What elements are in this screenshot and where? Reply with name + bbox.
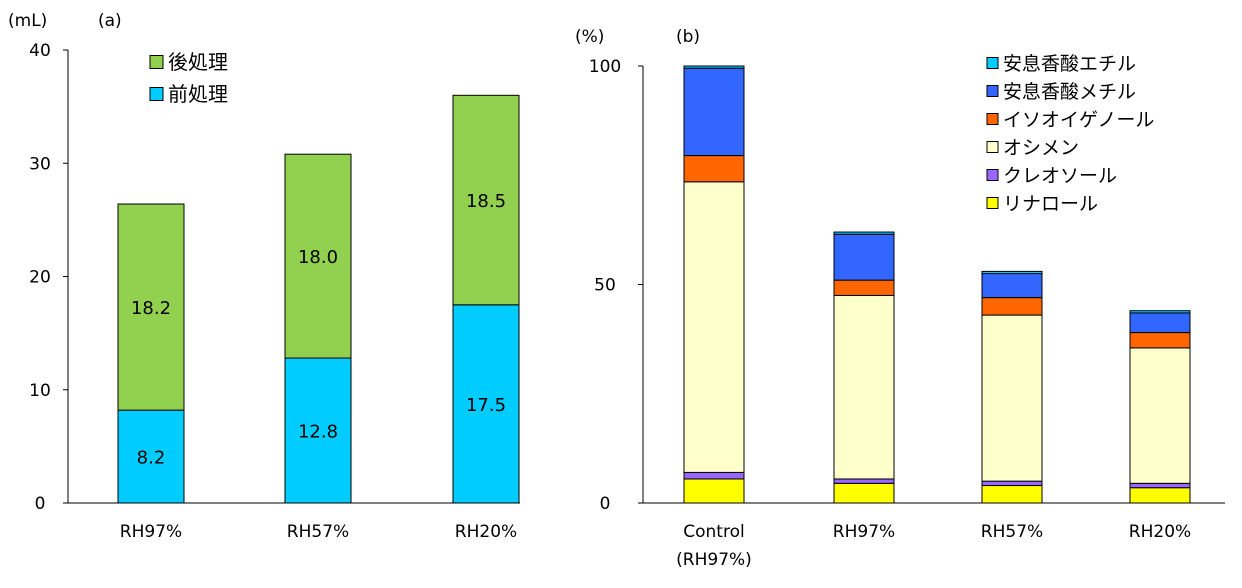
y-unit-label: (%) [575, 27, 604, 47]
bar-segment [1129, 487, 1191, 504]
bar-segment [1129, 312, 1191, 334]
panel-b: 0 50 100 (%) (b) Control (RH97%) RH97% RH57% RH20… [575, 27, 1225, 570]
category-label: RH97% [833, 522, 895, 542]
legend-label: イソオイゲノール [1003, 109, 1154, 131]
legend-swatch [986, 141, 999, 153]
category-label-line: (RH97%) [676, 550, 752, 570]
bar-segment [833, 231, 895, 235]
data-label: 18.2 [131, 298, 171, 319]
data-label: 8.2 [137, 448, 166, 469]
y-tick-label: 100 [589, 57, 621, 77]
bar-segment [683, 65, 745, 69]
bar-segment [683, 67, 745, 157]
legend-swatch [986, 113, 999, 125]
legend-label: リナロール [1003, 193, 1098, 215]
category-label: RH57% [981, 522, 1043, 542]
category-label: RH57% [287, 522, 349, 542]
bar-segment [981, 297, 1043, 316]
data-label: 18.0 [298, 247, 338, 268]
bar-segment [1129, 347, 1191, 484]
bar-segment [1129, 482, 1191, 489]
legend-swatch [149, 55, 164, 69]
data-label: 12.8 [298, 422, 338, 443]
bar-segment [117, 409, 185, 504]
category-label: RH20% [1129, 522, 1191, 542]
y-tick-label: 50 [594, 276, 616, 296]
bar-segment [452, 94, 520, 306]
legend-label: 安息香酸エチル [1003, 53, 1136, 75]
legend-swatch [986, 169, 999, 181]
legend-swatch [986, 197, 999, 209]
legend-label: オシメン [1003, 137, 1079, 159]
legend-swatch [149, 87, 164, 101]
legend-swatch [986, 85, 999, 97]
y-tick-label: 0 [600, 494, 611, 514]
legend-label: 前処理 [168, 82, 228, 106]
y-tick-label: 40 [29, 41, 51, 61]
panel-label: (b) [676, 27, 700, 47]
y-tick-label: 20 [29, 268, 51, 288]
legend-label: 安息香酸メチル [1003, 81, 1136, 103]
bar-segment [284, 153, 352, 359]
category-label: Control (RH97%) [676, 522, 752, 570]
panel-a: 0 10 20 30 40 (mL) (a) 8.2 18.2 12.8 18.0 17.5 18.5 R… [8, 11, 520, 542]
legend-label: 後処理 [168, 50, 228, 74]
bar-segment [833, 279, 895, 296]
y-unit-label: (mL) [8, 11, 47, 31]
bar-segment [1129, 332, 1191, 349]
bar-segment [981, 270, 1043, 275]
bar-segment [1129, 310, 1191, 314]
y-tick-label: 30 [29, 154, 51, 174]
bar-segment [833, 482, 895, 504]
panel-label: (a) [98, 11, 122, 31]
bar-segment [833, 233, 895, 281]
bar-segment [683, 155, 745, 183]
bar-segment [284, 357, 352, 504]
bar-segment [981, 485, 1043, 504]
category-label-line: Control [683, 522, 744, 542]
bar-segment [683, 471, 745, 480]
y-tick-label: 0 [35, 494, 46, 514]
data-label: 17.5 [466, 395, 506, 416]
bar-segment [833, 294, 895, 480]
legend-swatch [986, 57, 999, 69]
category-label: RH20% [455, 522, 517, 542]
category-label: RH97% [120, 522, 182, 542]
bar-segment [981, 480, 1043, 487]
bar-segment [683, 478, 745, 504]
bar-segment [981, 314, 1043, 482]
data-label: 18.5 [466, 191, 506, 212]
bar-segment [117, 203, 185, 411]
bar-segment [452, 304, 520, 504]
y-tick-label: 10 [29, 381, 51, 401]
legend-label: クレオソール [1003, 165, 1117, 187]
bar-segment [683, 181, 745, 473]
bar-segment [833, 478, 895, 484]
bar-segment [981, 273, 1043, 299]
